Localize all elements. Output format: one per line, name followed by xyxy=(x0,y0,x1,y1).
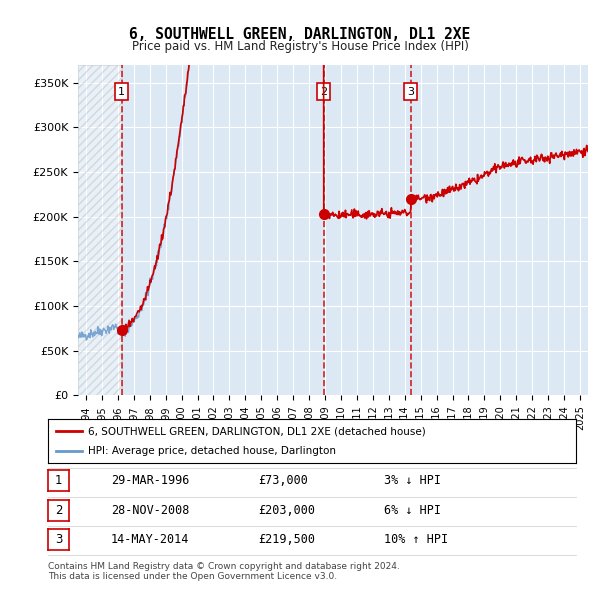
Text: 3: 3 xyxy=(55,533,62,546)
Text: 6, SOUTHWELL GREEN, DARLINGTON, DL1 2XE: 6, SOUTHWELL GREEN, DARLINGTON, DL1 2XE xyxy=(130,27,470,41)
Text: 6% ↓ HPI: 6% ↓ HPI xyxy=(384,504,441,517)
Text: HPI: Average price, detached house, Darlington: HPI: Average price, detached house, Darl… xyxy=(88,446,335,455)
Text: 28-NOV-2008: 28-NOV-2008 xyxy=(111,504,190,517)
Text: Contains HM Land Registry data © Crown copyright and database right 2024.
This d: Contains HM Land Registry data © Crown c… xyxy=(48,562,400,581)
Text: Price paid vs. HM Land Registry's House Price Index (HPI): Price paid vs. HM Land Registry's House … xyxy=(131,40,469,53)
Text: 2: 2 xyxy=(320,87,327,97)
Text: 6, SOUTHWELL GREEN, DARLINGTON, DL1 2XE (detached house): 6, SOUTHWELL GREEN, DARLINGTON, DL1 2XE … xyxy=(88,427,425,436)
Text: 2: 2 xyxy=(55,504,62,517)
Text: £219,500: £219,500 xyxy=(258,533,315,546)
Bar xyxy=(78,65,122,395)
Text: 14-MAY-2014: 14-MAY-2014 xyxy=(111,533,190,546)
Text: 10% ↑ HPI: 10% ↑ HPI xyxy=(384,533,448,546)
Text: 3% ↓ HPI: 3% ↓ HPI xyxy=(384,474,441,487)
Text: 1: 1 xyxy=(118,87,125,97)
Text: £203,000: £203,000 xyxy=(258,504,315,517)
Text: 29-MAR-1996: 29-MAR-1996 xyxy=(111,474,190,487)
Text: 3: 3 xyxy=(407,87,414,97)
Text: 1: 1 xyxy=(55,474,62,487)
Text: £73,000: £73,000 xyxy=(258,474,308,487)
